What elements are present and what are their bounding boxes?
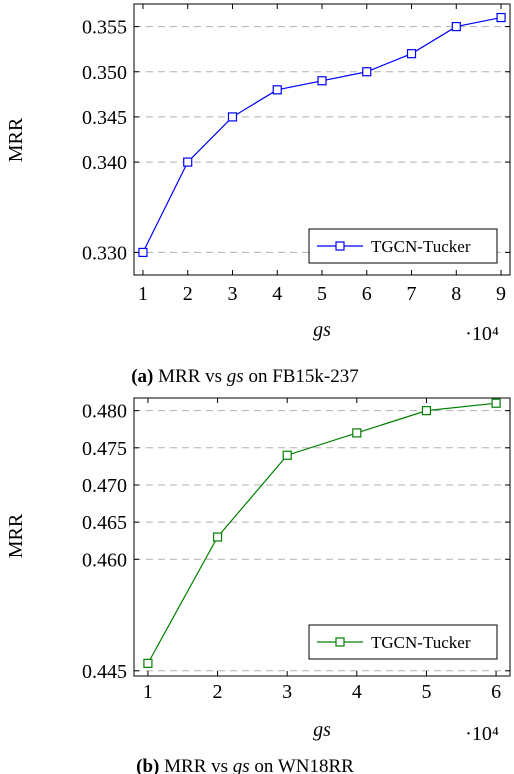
figure-caption: (a) MRR vs gs on FB15k-237 (131, 366, 359, 387)
data-point (282, 450, 292, 460)
y-tick-label: 0.475 (82, 438, 127, 460)
data-point (496, 12, 506, 23)
y-axis-label: MRR (5, 117, 27, 162)
legend: TGCN-Tucker (308, 228, 498, 264)
data-point (272, 85, 282, 95)
y-tick-label: 0.465 (82, 512, 127, 534)
y-axis-label: MRR (5, 513, 27, 558)
x-tick-label: 4 (352, 681, 362, 703)
series-line (147, 402, 497, 664)
data-point (143, 658, 153, 668)
x-tick-label: 7 (407, 283, 417, 305)
chart-a: 0.330 0.340 0.345 0.350 0.355 1 2 3 4 5 6 7 8 9 MRR gs ·… (5, 3, 511, 387)
y-tick-label: 0.460 (82, 549, 127, 571)
data-point (212, 532, 223, 542)
y-tick-label: 0.355 (82, 17, 127, 39)
data-point (491, 398, 501, 408)
x-tick-label: 4 (272, 283, 282, 305)
x-tick-label: 1 (138, 283, 148, 305)
data-point (317, 76, 327, 86)
x-tick-label: 1 (143, 681, 153, 703)
x-axis-multiplier: ·10⁴ (465, 723, 499, 745)
figure-caption: (b) MRR vs gs on WN18RR (136, 756, 354, 774)
x-axis-label: gs (313, 319, 331, 341)
x-tick-label: 2 (213, 681, 223, 703)
caption-text: MRR vs (159, 756, 232, 774)
y-tick-label: 0.350 (82, 62, 127, 84)
y-tick-label: 0.340 (82, 152, 127, 174)
data-point (183, 157, 193, 167)
data-point (421, 406, 432, 416)
x-tick-label: 9 (496, 283, 506, 305)
legend-label: TGCN-Tucker (371, 237, 471, 256)
y-tick-label: 0.480 (82, 401, 127, 423)
plot-frame (133, 397, 511, 677)
chart-b: 0.445 0.460 0.465 0.470 0.475 0.480 1 2 3 4 5 6 MRR g… (5, 397, 511, 774)
legend-marker (335, 637, 345, 647)
y-tick-label: 0.445 (82, 661, 127, 683)
data-point (138, 247, 148, 258)
caption-tag: (a) (131, 366, 153, 387)
data-point (406, 49, 417, 59)
legend: TGCN-Tucker (308, 624, 498, 660)
x-tick-label: 3 (282, 681, 292, 703)
x-axis-multiplier: ·10⁴ (465, 323, 499, 345)
x-tick-label: 3 (227, 283, 237, 305)
data-point (362, 67, 372, 77)
data-point (227, 112, 238, 122)
x-tick-label: 5 (317, 283, 327, 305)
caption-text: MRR vs (153, 366, 226, 387)
x-tick-label: 2 (183, 283, 193, 305)
x-axis-label: gs (313, 719, 331, 741)
y-tick-label: 0.470 (82, 475, 127, 497)
y-tick-label: 0.330 (82, 242, 127, 264)
legend-label: TGCN-Tucker (371, 633, 471, 652)
legend-marker (335, 241, 345, 251)
caption-text: on FB15k-237 (244, 366, 359, 387)
caption-text: on WN18RR (250, 756, 354, 774)
x-tick-label: 6 (491, 681, 501, 703)
data-point (451, 21, 461, 32)
x-tick-label: 5 (421, 681, 431, 703)
series-line (142, 16, 502, 253)
caption-variable: gs (233, 756, 250, 774)
y-tick-label: 0.345 (82, 107, 127, 129)
caption-variable: gs (227, 366, 244, 387)
x-tick-label: 6 (362, 283, 372, 305)
x-tick-label: 8 (451, 283, 461, 305)
caption-tag: (b) (136, 756, 159, 774)
data-point (352, 428, 362, 438)
